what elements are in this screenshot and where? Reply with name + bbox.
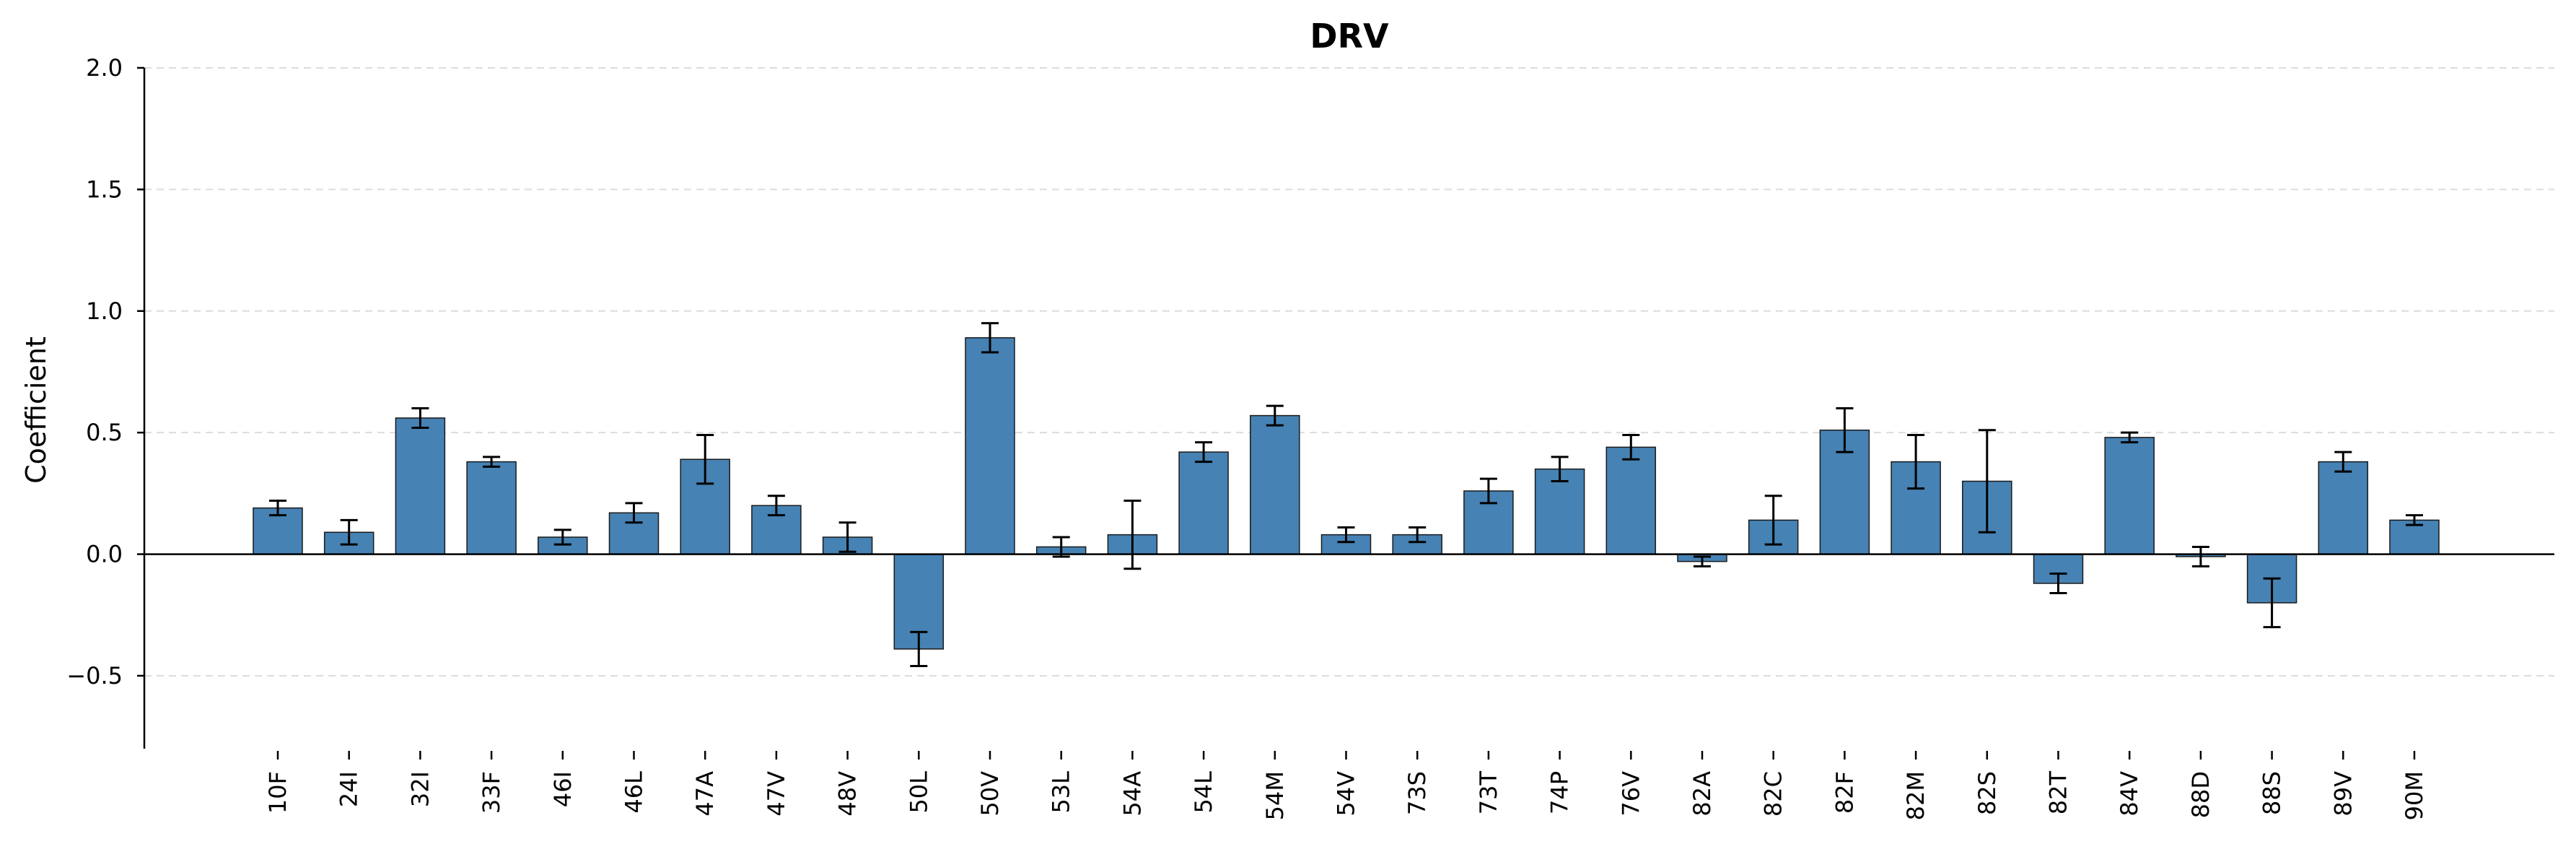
x-tick-label-82C: 82C [1760,771,1787,817]
bar-84V [2104,437,2155,555]
x-tick-label-82F: 82F [1831,771,1858,814]
x-tick-label-54L: 54L [1190,771,1217,814]
x-tick-label-82S: 82S [1973,771,2001,815]
bar-33F [466,461,517,555]
x-tick-label-47V: 47V [763,771,790,817]
y-tick-label: −0.5 [66,662,123,689]
y-tick-label: 1.5 [86,175,123,203]
x-tick-label-54M: 54M [1261,771,1289,820]
y-tick-label: 0.5 [86,419,123,446]
bar-32I [395,417,446,555]
x-tick-label-24I: 24I [336,771,363,807]
x-tick-label-46L: 46L [621,771,648,814]
y-axis-label: Coefficient [20,336,52,484]
x-tick-label-54V: 54V [1333,771,1360,817]
x-tick-label-50V: 50V [976,771,1004,817]
x-tick-label-48V: 48V [834,771,862,817]
chart-title: DRV [1310,17,1389,56]
x-tick-label-73S: 73S [1403,771,1431,815]
axes [143,68,2554,749]
bar-74P [1534,468,1585,555]
x-tick-label-88S: 88S [2259,771,2286,815]
x-tick-label-82M: 82M [1902,771,1929,820]
bar-89V [2318,461,2369,555]
bar-76V [1605,446,1657,555]
x-tick-label-53L: 53L [1048,771,1075,814]
y-tick-label: 1.0 [86,297,123,325]
bars [253,337,2440,650]
error-bars [269,322,2423,667]
x-tick-label-33F: 33F [478,771,505,814]
bar-54L [1178,451,1229,555]
x-tick-label-82A: 82A [1688,771,1716,817]
grid-lines [144,67,2554,676]
x-tick-label-76V: 76V [1617,771,1644,817]
x-tick-label-50L: 50L [905,771,932,814]
bar-10F [253,507,303,555]
bar-54M [1250,414,1300,555]
x-tick-label-54A: 54A [1118,771,1146,817]
x-tick-label-89V: 89V [2329,771,2357,817]
x-tick-label-82T: 82T [2045,771,2072,815]
x-tick-label-88D: 88D [2187,771,2214,818]
x-tick-label-84V: 84V [2116,771,2143,817]
x-tick-label-32I: 32I [406,771,434,807]
x-tick-label-73T: 73T [1475,771,1502,815]
x-tick-label-74P: 74P [1546,771,1574,814]
y-ticks: −0.5 0.0 0.5 1.0 1.5 2.0 [66,54,144,689]
x-tick-label-47A: 47A [691,771,719,817]
y-tick-label: 2.0 [86,54,123,82]
bar-50V [965,337,1015,555]
x-ticks: 10F 24I 32I 33F 46I 46L 47A 47V 48V 50L 50V 53L 54A 5… [264,751,2428,820]
y-tick-label: 0.0 [86,541,123,568]
x-tick-label-10F: 10F [264,771,292,814]
x-tick-label-90M: 90M [2401,771,2428,820]
x-tick-label-46I: 46I [549,771,577,807]
